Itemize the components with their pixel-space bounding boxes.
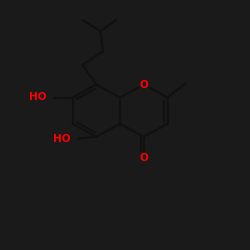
Text: HO: HO — [52, 134, 70, 144]
Text: O: O — [140, 153, 148, 163]
Text: HO: HO — [29, 92, 46, 102]
Text: O: O — [140, 80, 148, 90]
